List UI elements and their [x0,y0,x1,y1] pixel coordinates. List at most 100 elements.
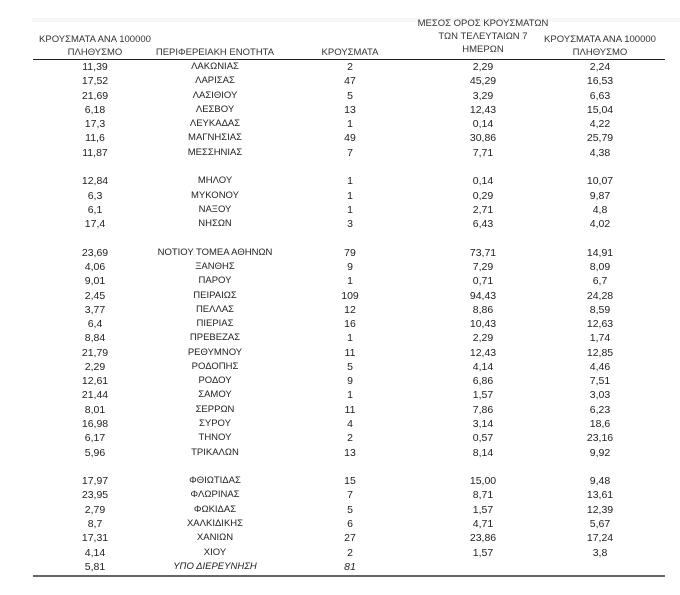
cases-cell: 7 [347,146,353,159]
avg-cases-7-days-cell: 0,14 [472,175,494,188]
cases-per-100k-a-cell: 8,7 [87,518,103,530]
cases-cell: 9 [347,375,353,388]
blank-row [0,460,680,474]
regional-unit-cell: ΡΟΔΟΥ [198,375,232,387]
cases-cell: 16 [344,318,356,331]
regional-unit-cell: ΜΑΓΝΗΣΙΑΣ [188,132,242,144]
cases-per-100k-b-cell: 3,8 [592,546,608,559]
cases-per-100k-b-cell: 9,92 [589,446,611,459]
regional-unit-cell: ΣΥΡΟΥ [199,418,231,430]
avg-cases-7-days-cell: 7,29 [472,260,494,273]
cases-cell: 13 [344,103,356,116]
cases-per-100k-b-cell: 5,67 [589,518,611,530]
cases-per-100k-b-cell: 1,74 [589,332,611,345]
cases-per-100k-b-cell: 16,53 [586,75,614,88]
table-row: 6,3 ΜΥΚΟΝΟΥ 1 0,29 9,87 [0,189,680,203]
cases-per-100k-b-cell: 8,09 [589,260,611,273]
cases-per-100k-a-cell: 8,84 [84,332,106,345]
header-col4: ΜΕΣΟΣ ΟΡΟΣ ΚΡΟΥΣΜΑΤΩΝ ΤΩΝ ΤΕΛΕΥΤΑΙΩΝ 7 Η… [408,17,558,56]
cases-cell: 7 [347,489,353,502]
table-row: 2,29 ΡΟΔΟΠΗΣ 5 4,14 4,46 [0,360,680,374]
regional-unit-cell: ΦΘΙΩΤΙΔΑΣ [189,475,241,487]
avg-cases-7-days-cell: 4,71 [472,518,494,530]
regional-unit-cell: ΠΙΕΡΙΑΣ [196,318,234,330]
cases-per-100k-b-cell: 7,51 [589,375,611,388]
avg-cases-7-days-cell: 12,43 [469,103,497,116]
cases-per-100k-a-cell: 2,79 [84,503,106,516]
regional-unit-cell: ΝΑΞΟΥ [198,203,232,215]
table-row: 17,52 ΛΑΡΙΣΑΣ 47 45,29 16,53 [0,74,680,88]
regional-unit-cell: ΝΟΤΙΟΥ ΤΟΜΕΑ ΑΘΗΝΩΝ [157,246,273,258]
avg-cases-7-days-cell: 7,71 [472,146,494,159]
cases-cell: 4 [347,418,353,431]
regional-unit-cell: ΣΑΜΟΥ [198,389,232,401]
cases-cell: 1 [347,118,353,131]
avg-cases-7-days-cell: 3,29 [472,89,494,102]
table-row: 6,18 ΛΕΣΒΟΥ 13 12,43 15,04 [0,103,680,117]
cases-cell: 79 [344,246,356,259]
header-col5-line1: ΚΡΟΥΣΜΑΤΑ ΑΝΑ 100000 [544,34,656,45]
table-row: 16,98 ΣΥΡΟΥ 4 3,14 18,6 [0,417,680,431]
cases-per-100k-a-cell: 17,3 [84,118,106,131]
cases-per-100k-b-cell: 10,07 [586,175,614,188]
avg-cases-7-days-cell: 6,86 [472,375,494,388]
cases-per-100k-b-cell: 12,85 [586,346,614,359]
cases-cell: 2 [347,432,353,445]
header-col5-line2: ΠΛΗΘΥΣΜΟ [572,47,628,58]
bottom-divider [33,575,665,577]
regional-unit-cell: ΛΑΚΩΝΙΑΣ [191,61,239,72]
cases-per-100k-b-cell: 9,48 [589,475,611,488]
cases-cell: 5 [347,503,353,516]
regional-unit-cell: ΠΑΡΟΥ [198,275,232,287]
table-row: 23,69 ΝΟΤΙΟΥ ΤΟΜΕΑ ΑΘΗΝΩΝ 79 73,71 14,91 [0,246,680,260]
cases-cell: 9 [347,260,353,273]
table-row: 3,77 ΠΕΛΛΑΣ 12 8,86 8,59 [0,303,680,317]
cases-per-100k-b-cell: 14,91 [586,246,614,259]
table-row: 21,44 ΣΑΜΟΥ 1 1,57 3,03 [0,388,680,402]
regional-unit-cell: ΜΗΛΟΥ [197,175,233,187]
regional-unit-cell: ΧΑΛΚΙΔΙΚΗΣ [186,518,244,529]
cases-cell: 5 [347,360,353,373]
cases-cell: 1 [347,275,353,288]
cases-per-100k-a-cell: 3,77 [84,303,106,316]
cases-per-100k-a-cell: 9,01 [84,275,106,288]
regional-unit-cell: ΛΕΣΒΟΥ [195,103,235,115]
avg-cases-7-days-cell: 45,29 [469,75,497,88]
cases-per-100k-a-cell: 17,31 [81,532,109,545]
cases-per-100k-b-cell: 17,24 [586,532,614,545]
blank-row [0,231,680,245]
header-col2: ΠΕΡΙΦΕΡΕΙΑΚΗ ΕΝΟΤΗΤΑ [155,47,275,58]
cases-cell: 81 [344,560,356,573]
header-col3: ΚΡΟΥΣΜΑΤΑ [321,47,379,58]
avg-cases-7-days-cell: 0,14 [472,118,494,131]
cases-cell: 5 [347,89,353,102]
avg-cases-7-days-cell: 2,29 [472,61,494,73]
avg-cases-7-days-cell: 94,43 [469,289,497,302]
table-row: 5,81 ΥΠΟ ΔΙΕΡΕΥΝΗΣΗ 81 [0,560,680,574]
cases-cell: 12 [344,303,356,316]
cases-per-100k-b-cell: 15,04 [586,103,614,116]
cases-per-100k-a-cell: 11,39 [82,61,108,73]
table-row: 17,4 ΝΗΣΩΝ 3 6,43 4,02 [0,217,680,231]
cases-per-100k-b-cell: 4,22 [589,118,611,131]
regional-unit-cell: ΠΕΙΡΑΙΩΣ [193,289,237,301]
cases-per-100k-b-cell: 12,39 [586,503,614,516]
cases-per-100k-a-cell: 2,29 [84,360,106,373]
cases-per-100k-b-cell: 23,16 [586,432,614,445]
regional-unit-cell: ΜΥΚΟΝΟΥ [191,189,239,201]
cases-per-100k-b-cell: 6,23 [589,403,611,416]
table-row: 12,61 ΡΟΔΟΥ 9 6,86 7,51 [0,374,680,388]
table-row: 11,39 ΛΑΚΩΝΙΑΣ 2 2,29 2,24 [0,60,680,74]
top-band [32,18,680,22]
cases-per-100k-a-cell: 12,84 [81,175,109,188]
regional-unit-cell: ΦΩΚΙΔΑΣ [193,503,237,515]
cases-per-100k-a-cell: 17,97 [81,475,109,488]
cases-per-100k-b-cell: 3,03 [589,389,611,402]
table-row: 6,4 ΠΙΕΡΙΑΣ 16 10,43 12,63 [0,317,680,331]
cases-per-100k-a-cell: 12,61 [81,375,109,388]
cases-per-100k-a-cell: 5,96 [84,446,106,459]
cases-per-100k-a-cell: 6,17 [84,432,106,445]
cases-per-100k-a-cell: 17,52 [81,75,109,88]
avg-cases-7-days-cell: 2,29 [472,332,494,345]
